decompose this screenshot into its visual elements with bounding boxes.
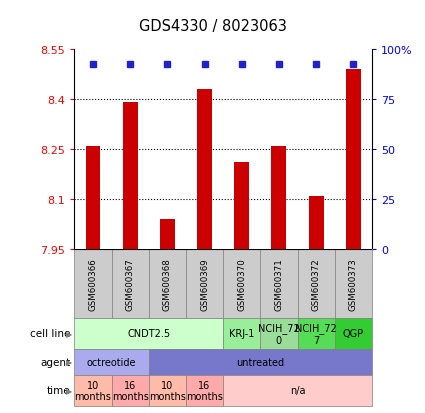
Text: 16
months: 16 months	[112, 380, 149, 401]
Text: GDS4330 / 8023063: GDS4330 / 8023063	[139, 19, 286, 33]
Text: untreated: untreated	[236, 357, 284, 367]
Text: 10
months: 10 months	[149, 380, 186, 401]
Bar	[298, 250, 335, 318]
Bar	[223, 250, 260, 318]
Text: GSM600372: GSM600372	[312, 258, 320, 310]
Bar	[149, 250, 186, 318]
Text: cell line: cell line	[30, 328, 70, 339]
Text: NCIH_72
7: NCIH_72 7	[295, 322, 337, 345]
Bar	[223, 375, 372, 406]
Bar	[85, 146, 100, 250]
Bar	[74, 318, 223, 349]
Bar	[197, 90, 212, 250]
Text: time: time	[46, 385, 70, 396]
Bar	[260, 318, 298, 349]
Text: CNDT2.5: CNDT2.5	[127, 328, 170, 339]
Bar	[111, 375, 149, 406]
Text: KRJ-1: KRJ-1	[229, 328, 255, 339]
Bar	[149, 375, 186, 406]
Text: GSM600369: GSM600369	[200, 258, 209, 310]
Text: octreotide: octreotide	[87, 357, 136, 367]
Text: ▶: ▶	[66, 386, 72, 395]
Text: QGP: QGP	[343, 328, 364, 339]
Text: GSM600366: GSM600366	[88, 258, 97, 310]
Bar	[309, 197, 323, 250]
Text: NCIH_72
0: NCIH_72 0	[258, 322, 300, 345]
Bar	[234, 163, 249, 250]
Bar	[74, 375, 111, 406]
Text: GSM600367: GSM600367	[126, 258, 135, 310]
Bar	[160, 220, 175, 250]
Text: n/a: n/a	[290, 385, 305, 396]
Bar	[111, 250, 149, 318]
Bar	[223, 318, 260, 349]
Bar	[74, 349, 149, 375]
Bar	[298, 318, 335, 349]
Text: GSM600368: GSM600368	[163, 258, 172, 310]
Text: GSM600373: GSM600373	[349, 258, 358, 310]
Bar	[272, 146, 286, 250]
Text: ▶: ▶	[66, 358, 72, 366]
Text: ▶: ▶	[66, 329, 72, 338]
Bar	[335, 318, 372, 349]
Bar	[346, 70, 361, 250]
Text: GSM600370: GSM600370	[237, 258, 246, 310]
Text: 10
months: 10 months	[74, 380, 111, 401]
Bar	[149, 349, 372, 375]
Bar	[260, 250, 298, 318]
Text: agent: agent	[40, 357, 70, 367]
Text: 16
months: 16 months	[186, 380, 223, 401]
Text: GSM600371: GSM600371	[275, 258, 283, 310]
Bar	[74, 250, 111, 318]
Bar	[123, 103, 138, 250]
Bar	[335, 250, 372, 318]
Bar	[186, 250, 223, 318]
Bar	[186, 375, 223, 406]
